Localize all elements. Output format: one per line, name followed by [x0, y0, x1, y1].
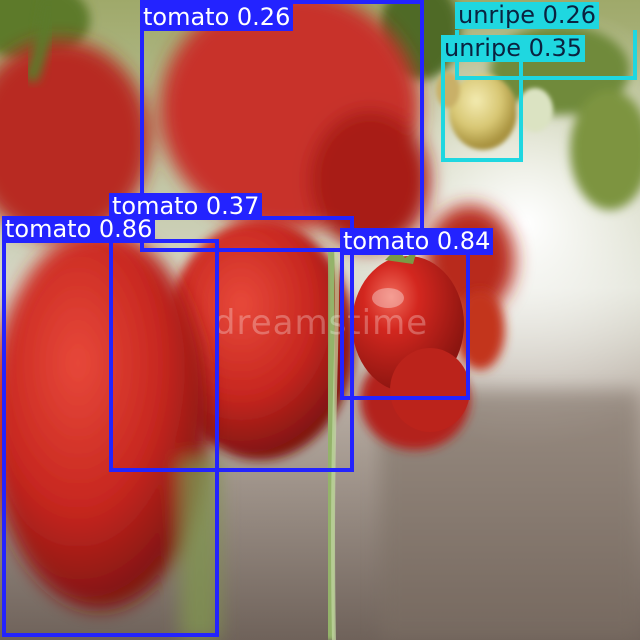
detection-label: tomato 0.26: [140, 4, 294, 31]
detection-label: unripe 0.35: [441, 35, 586, 62]
detection-label: tomato 0.86: [2, 216, 156, 243]
detection-box-tomato-086: tomato 0.86: [2, 216, 219, 637]
detection-box-unripe-035: unripe 0.35: [441, 35, 586, 162]
detection-box-tomato-037: tomato 0.37: [109, 193, 354, 472]
detection-box-tomato-084: tomato 0.84: [340, 228, 494, 400]
detection-box-tomato-026: tomato 0.26: [140, 0, 424, 252]
detection-label: unripe 0.26: [455, 2, 600, 29]
detection-label: tomato 0.37: [109, 193, 263, 220]
detection-label: tomato 0.84: [340, 228, 494, 255]
detection-box-unripe-026: unripe 0.26: [455, 2, 637, 80]
